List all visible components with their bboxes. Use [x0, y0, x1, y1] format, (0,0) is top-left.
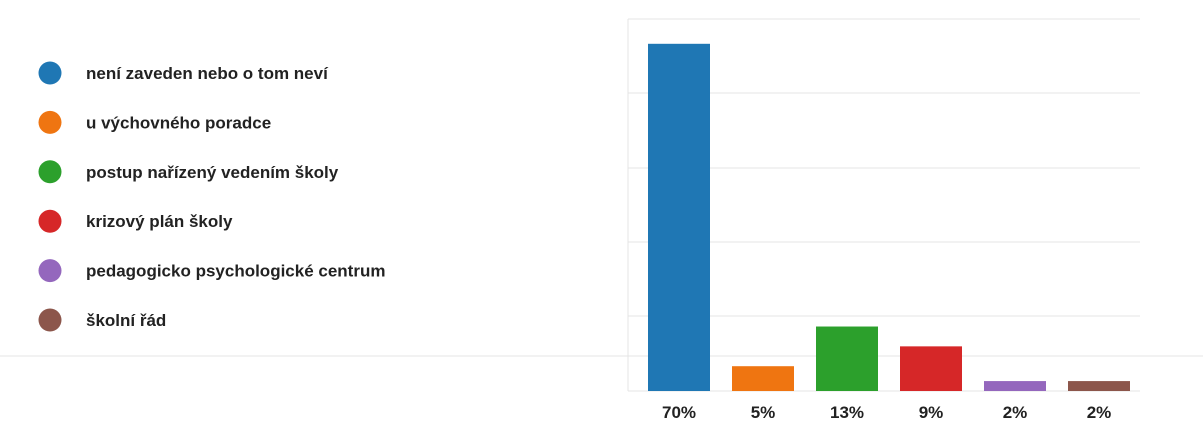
bar-value-labels: 70% 5% 13% 9% 2% 2%: [662, 403, 1111, 422]
legend-marker-3: [38, 160, 62, 184]
legend-label-2: u výchovného poradce: [86, 113, 271, 132]
bar-value-label-1: 70%: [662, 403, 696, 422]
legend-label-3: postup nařízený vedením školy: [86, 163, 339, 182]
legend-marker-5: [38, 259, 62, 283]
bar-5: [984, 381, 1046, 391]
bar-value-label-4: 9%: [919, 403, 944, 422]
bar-value-label-3: 13%: [830, 403, 864, 422]
legend-label-6: školní řád: [86, 311, 166, 330]
legend-label-5: pedagogicko psychologické centrum: [86, 262, 385, 281]
legend-marker-2: [38, 110, 62, 134]
bar-2: [732, 366, 794, 391]
bar-value-label-2: 5%: [751, 403, 776, 422]
legend: není zaveden nebo o tom neví u výchovného…: [38, 61, 385, 332]
legend-label-1: není zaveden nebo o tom neví: [86, 64, 329, 83]
legend-marker-6: [38, 308, 62, 332]
bar-value-label-5: 2%: [1003, 403, 1028, 422]
bar-4: [900, 346, 962, 391]
legend-marker-1: [38, 61, 62, 85]
bars: [648, 43, 1130, 392]
bar-value-label-6: 2%: [1087, 403, 1112, 422]
legend-marker-4: [38, 209, 62, 233]
bar-6: [1068, 381, 1130, 391]
legend-label-4: krizový plán školy: [86, 212, 233, 231]
bar-1: [648, 43, 710, 392]
plot-area: 70% 5% 13% 9% 2% 2%: [0, 18, 1203, 422]
gridlines: [0, 18, 1203, 392]
bar-3: [816, 326, 878, 391]
